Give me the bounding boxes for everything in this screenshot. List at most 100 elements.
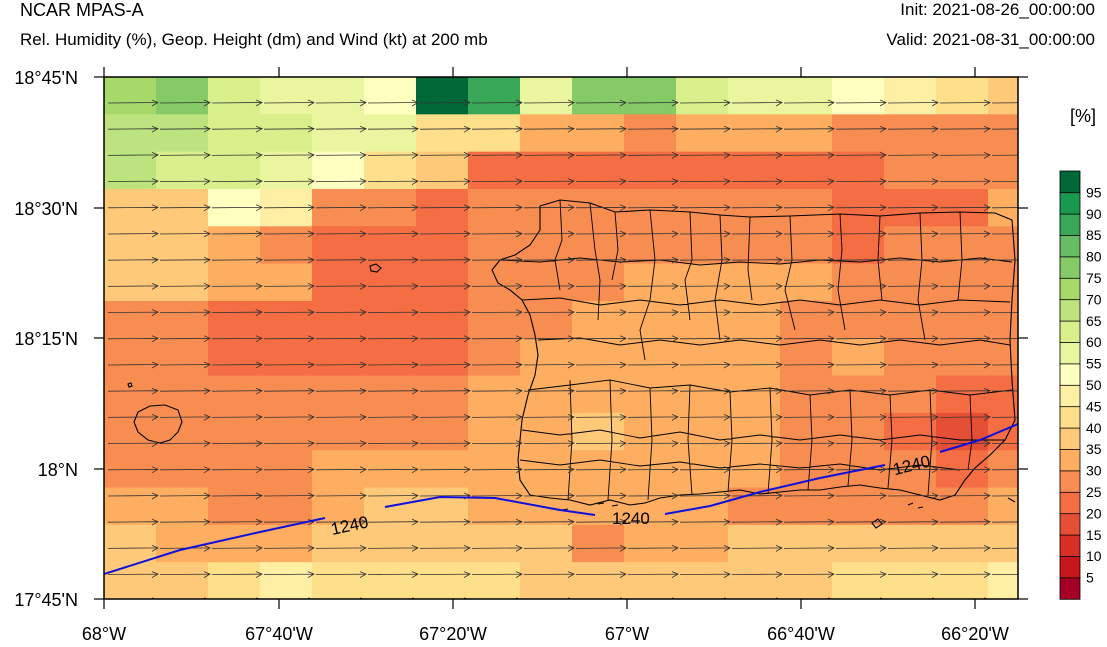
humidity-cell bbox=[208, 77, 261, 115]
wind-arrow bbox=[783, 440, 835, 447]
humidity-cell bbox=[936, 300, 989, 339]
wind-arrow bbox=[835, 309, 887, 316]
wind-arrow bbox=[263, 204, 315, 212]
humidity-cell bbox=[416, 77, 469, 115]
wind-arrow bbox=[159, 571, 211, 578]
wind-arrow bbox=[471, 256, 523, 264]
humidity-cell bbox=[676, 151, 729, 190]
wind-arrow bbox=[679, 230, 731, 238]
lat-tick-label: 18°30'N bbox=[14, 199, 78, 219]
wind-arrow bbox=[471, 152, 523, 159]
wind-arrow bbox=[211, 335, 263, 343]
wind-arrow bbox=[575, 571, 627, 578]
wind-arrow bbox=[107, 466, 159, 474]
wind-arrow bbox=[887, 152, 939, 159]
humidity-cell bbox=[156, 487, 209, 526]
humidity-cell bbox=[468, 226, 521, 265]
wind-arrow bbox=[991, 521, 1018, 523]
wind-arrow bbox=[315, 361, 367, 369]
wind-arrow bbox=[263, 492, 315, 500]
wind-arrow bbox=[419, 152, 471, 159]
wind-arrow bbox=[471, 335, 523, 343]
wind-arrow bbox=[887, 309, 939, 316]
humidity-cell bbox=[676, 114, 729, 153]
wind-arrow bbox=[887, 440, 939, 447]
humidity-cell bbox=[884, 562, 937, 599]
wind-arrow bbox=[159, 152, 211, 159]
humidity-cell bbox=[936, 487, 989, 526]
wind-arrow bbox=[523, 492, 575, 500]
wind-arrow bbox=[627, 178, 679, 185]
humidity-cell bbox=[260, 300, 313, 339]
wind-arrow bbox=[783, 125, 835, 133]
wind-arrow bbox=[731, 492, 783, 500]
colorbar-swatch bbox=[1059, 234, 1081, 258]
wind-arrow bbox=[575, 492, 627, 500]
wind-arrow bbox=[159, 309, 211, 316]
humidity-cell bbox=[520, 524, 573, 563]
wind-arrow bbox=[939, 335, 991, 343]
wind-arrow bbox=[523, 335, 575, 343]
wind-arrow bbox=[159, 125, 211, 133]
wind-arrow bbox=[731, 440, 783, 447]
humidity-cell bbox=[156, 338, 209, 377]
humidity-cell bbox=[208, 412, 261, 451]
lon-tick-label: 68°W bbox=[82, 624, 126, 644]
wind-arrow bbox=[419, 466, 471, 474]
humidity-cell bbox=[312, 375, 365, 414]
colorbar-unit-label: [%] bbox=[1070, 106, 1096, 126]
wind-arrow bbox=[107, 571, 159, 578]
wind-arrow bbox=[991, 154, 1018, 156]
wind-arrow bbox=[627, 571, 679, 578]
humidity-cell bbox=[312, 524, 365, 563]
humidity-cell bbox=[520, 77, 573, 115]
humidity-cell bbox=[208, 487, 261, 526]
wind-arrow bbox=[159, 466, 211, 474]
humidity-cell bbox=[988, 412, 1018, 451]
humidity-cell bbox=[624, 300, 677, 339]
wind-arrow bbox=[991, 573, 1018, 575]
humidity-cell bbox=[416, 300, 469, 339]
humidity-cell bbox=[104, 375, 157, 414]
wind-arrow bbox=[159, 283, 211, 290]
wind-arrow bbox=[679, 335, 731, 343]
wind-arrow bbox=[627, 335, 679, 343]
humidity-cell bbox=[156, 151, 209, 190]
wind-arrow bbox=[731, 230, 783, 238]
wind-arrow bbox=[159, 230, 211, 238]
humidity-cell bbox=[832, 114, 885, 153]
humidity-cell bbox=[624, 338, 677, 377]
humidity-cell bbox=[884, 77, 937, 115]
wind-arrow bbox=[471, 414, 523, 421]
wind-arrow bbox=[263, 414, 315, 421]
wind-arrow bbox=[783, 204, 835, 212]
wind-arrow bbox=[107, 230, 159, 238]
colorbar-level-label: 50 bbox=[1086, 377, 1102, 393]
wind-arrow bbox=[783, 492, 835, 500]
wind-arrow bbox=[263, 571, 315, 578]
colorbar-level-label: 80 bbox=[1086, 249, 1102, 265]
wind-arrow bbox=[783, 230, 835, 238]
wind-arrow bbox=[523, 283, 575, 290]
wind-arrow bbox=[523, 387, 575, 395]
wind-arrow bbox=[523, 414, 575, 421]
humidity-cell bbox=[780, 263, 833, 302]
wind-arrow bbox=[315, 492, 367, 500]
humidity-cell bbox=[572, 412, 625, 451]
humidity-cell bbox=[312, 263, 365, 302]
humidity-cell bbox=[520, 562, 573, 599]
wind-arrow bbox=[523, 99, 575, 107]
wind-arrow bbox=[991, 102, 1018, 104]
wind-arrow bbox=[263, 361, 315, 369]
lat-tick-label: 18°45'N bbox=[14, 68, 78, 88]
humidity-cell bbox=[624, 77, 677, 115]
humidity-cell bbox=[416, 151, 469, 190]
wind-arrow bbox=[107, 125, 159, 133]
humidity-cell bbox=[416, 487, 469, 526]
wind-arrow bbox=[315, 99, 367, 107]
humidity-cell bbox=[208, 151, 261, 190]
wind-arrow bbox=[887, 571, 939, 578]
humidity-cell bbox=[728, 263, 781, 302]
wind-arrow bbox=[471, 361, 523, 369]
humidity-cell bbox=[728, 226, 781, 265]
